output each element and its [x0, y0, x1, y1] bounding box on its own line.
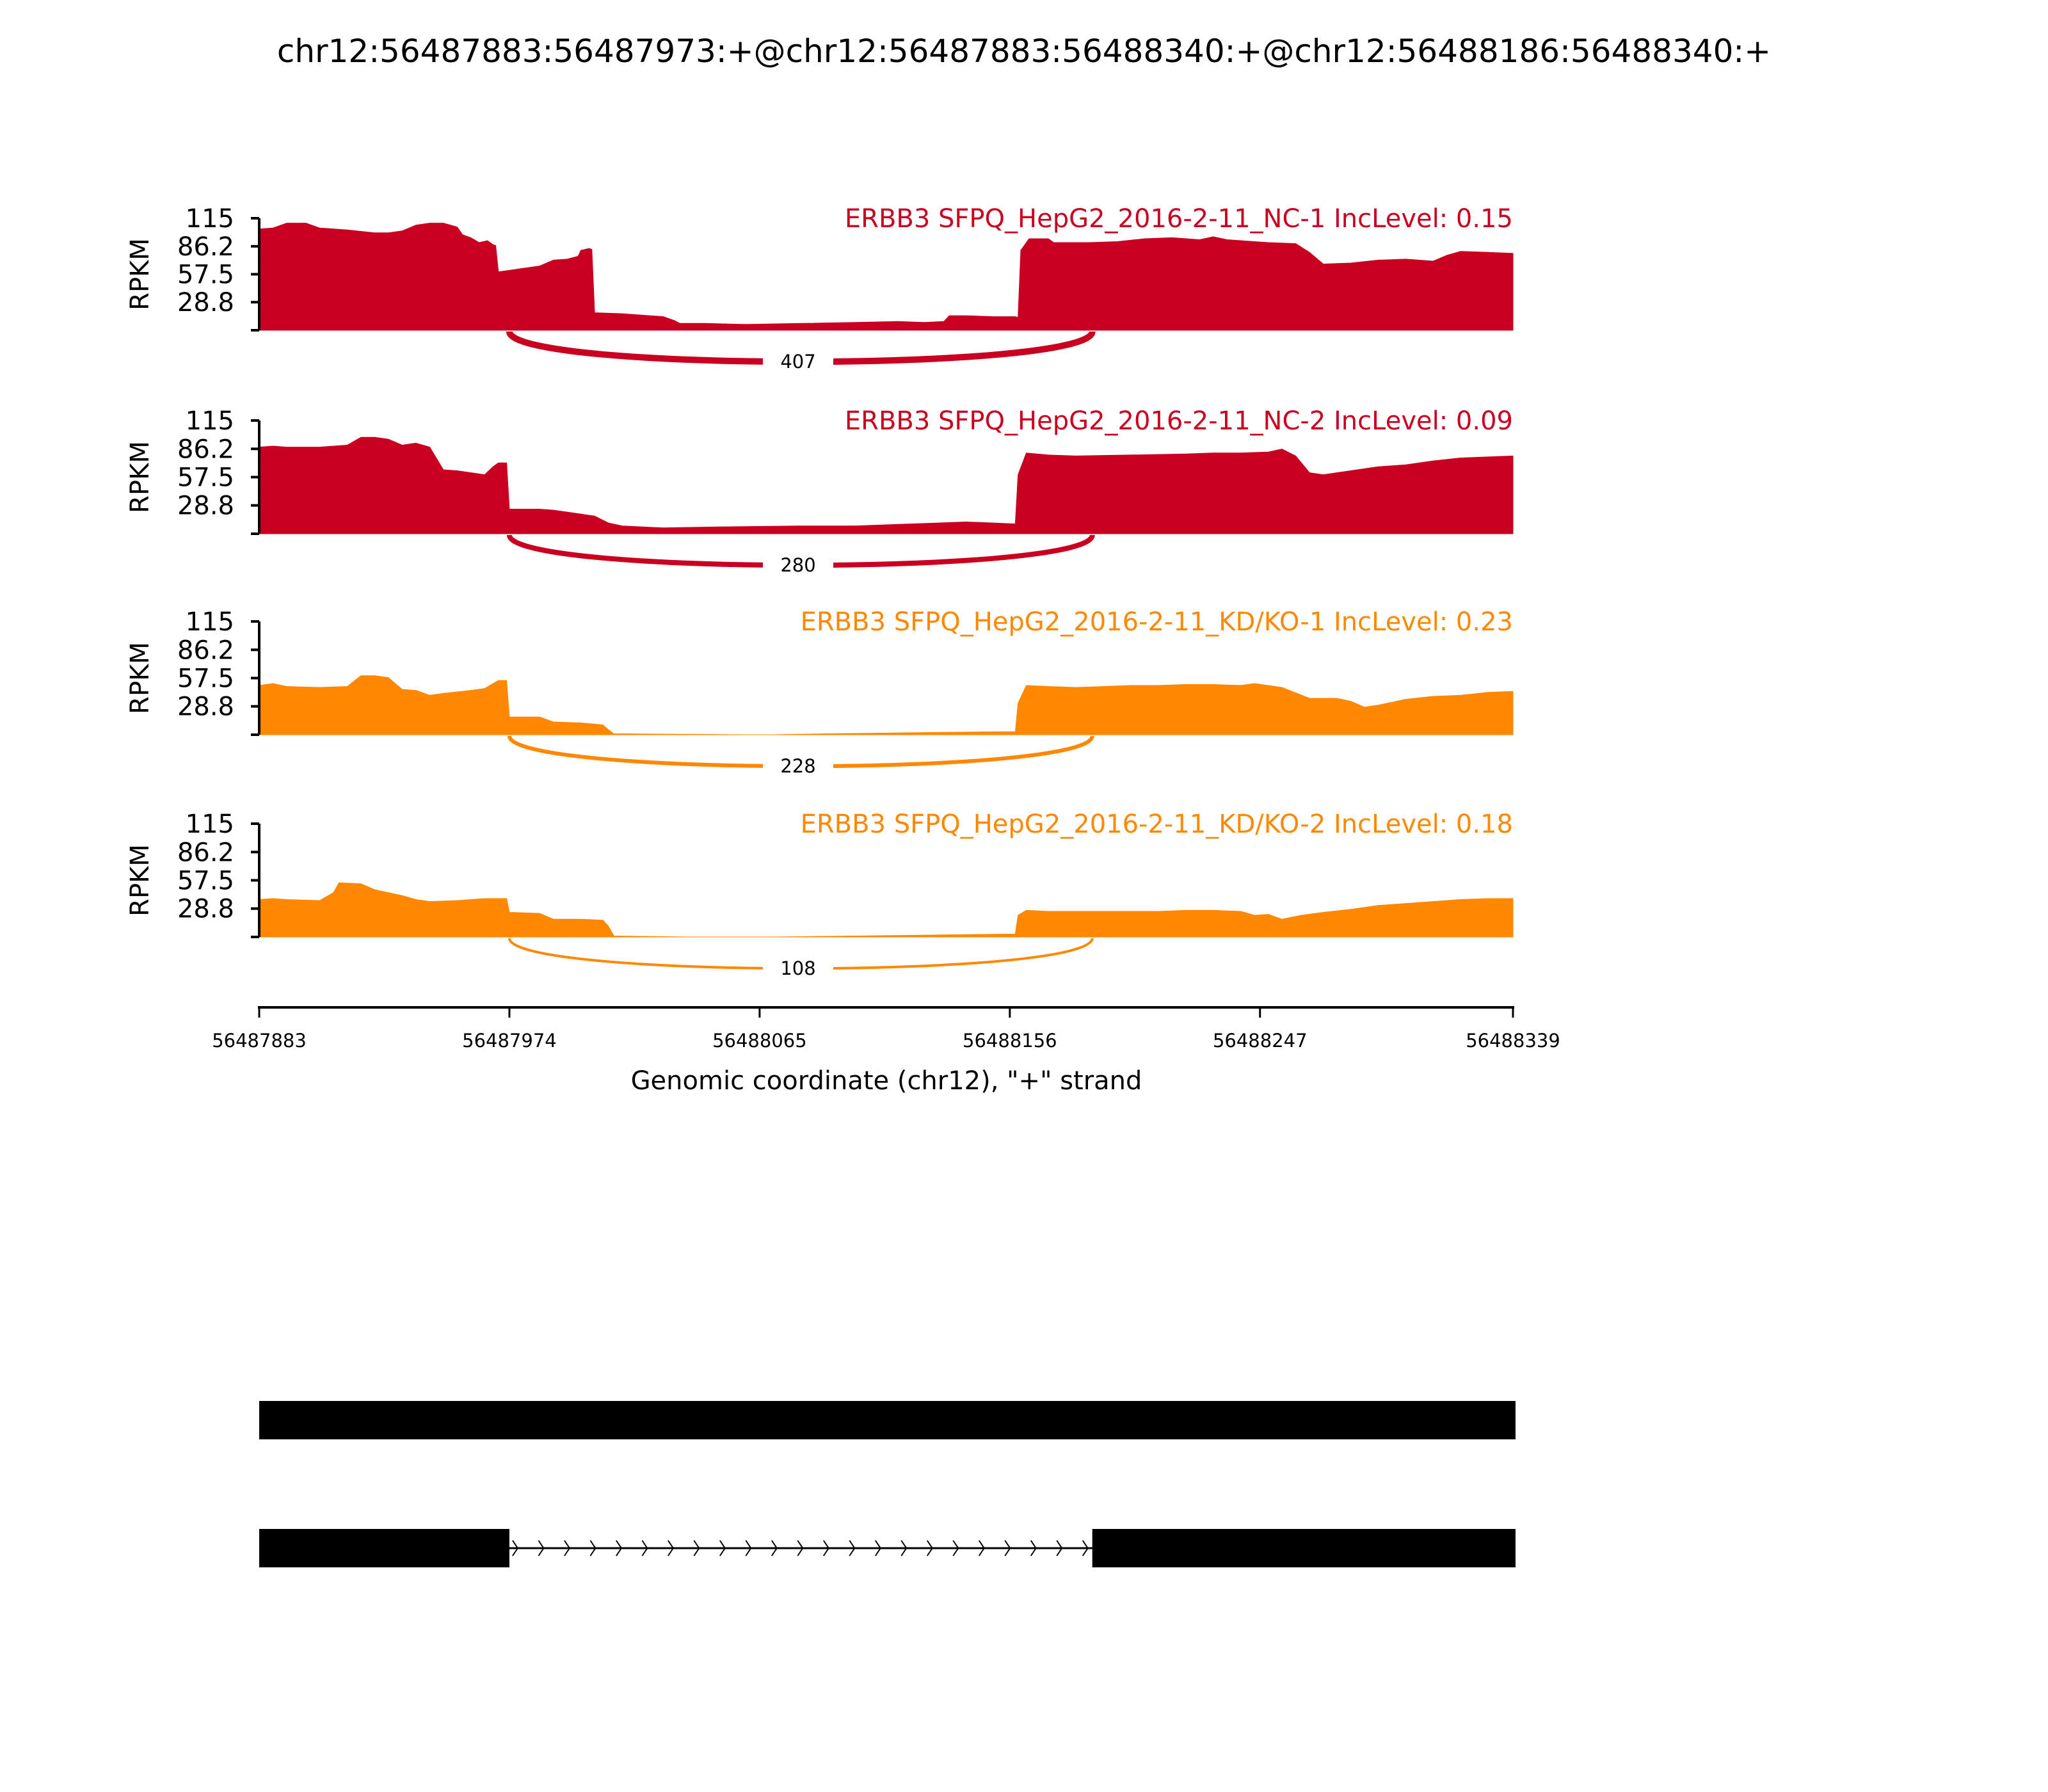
sample-label: ERBB3 SFPQ_HepG2_2016-2-11_NC-2 IncLevel…: [845, 406, 1513, 436]
y-tick-label: 86.2: [177, 636, 234, 665]
y-tick-label: 57.5: [177, 260, 234, 290]
coverage-area: [259, 223, 1514, 331]
strand-arrow-icon: [589, 1540, 596, 1556]
strand-arrow-icon: [512, 1540, 519, 1556]
y-tick-label: 115: [186, 607, 234, 637]
strand-arrow-icon: [1082, 1540, 1089, 1556]
junction-count: 228: [780, 755, 815, 777]
strand-arrow-icon: [952, 1540, 959, 1556]
strand-arrow-icon: [1030, 1540, 1037, 1556]
strand-arrow-icon: [641, 1540, 648, 1556]
y-tick-label: 28.8: [177, 692, 234, 722]
y-tick-label: 115: [186, 406, 234, 436]
x-tick-label: 56488339: [1466, 1030, 1560, 1052]
strand-arrow-icon: [771, 1540, 778, 1556]
junction-label-bg: [763, 347, 833, 376]
x-tick-label: 56487974: [462, 1030, 557, 1052]
y-axis-label: RPKM: [125, 441, 155, 513]
sample-label: ERBB3 SFPQ_HepG2_2016-2-11_KD/KO-1 IncLe…: [801, 607, 1513, 637]
strand-arrow-icon: [978, 1540, 985, 1556]
transcript-model: [259, 1529, 1516, 1567]
coverage-area: [259, 436, 1514, 534]
junction-count: 280: [780, 554, 815, 576]
transcript-model: [259, 1401, 1516, 1439]
y-tick-label: 115: [186, 810, 234, 839]
x-axis: 56487883 56487974 56488065 56488156 56488247…: [212, 1006, 1560, 1096]
y-tick-label: 28.8: [177, 288, 234, 317]
junction-count: 108: [780, 957, 815, 979]
exon: [1092, 1529, 1516, 1567]
strand-arrow-icon: [1056, 1540, 1063, 1556]
y-tick-label: 57.5: [177, 664, 234, 694]
strand-arrow-icon: [564, 1540, 571, 1556]
y-axis-label: RPKM: [125, 642, 155, 714]
strand-arrow-icon: [616, 1540, 623, 1556]
y-tick-label: 115: [186, 204, 234, 234]
strand-arrow-icon: [797, 1540, 804, 1556]
y-axis-label: RPKM: [125, 238, 155, 310]
strand-arrow-icon: [874, 1540, 881, 1556]
y-tick-label: 28.8: [177, 895, 234, 924]
strand-arrow-icon: [822, 1540, 830, 1556]
y-tick-label: 86.2: [177, 435, 234, 464]
junction-count: 407: [780, 351, 815, 372]
gene-models: [259, 1401, 1516, 1567]
x-tick-label: 56487883: [212, 1030, 307, 1052]
coverage-area: [259, 675, 1514, 735]
sample-label: ERBB3 SFPQ_HepG2_2016-2-11_KD/KO-2 IncLe…: [801, 810, 1513, 839]
coverage-area: [259, 882, 1514, 938]
y-tick-label: 86.2: [177, 838, 234, 867]
strand-arrow-icon: [719, 1540, 726, 1556]
strand-arrow-icon: [538, 1540, 545, 1556]
strand-arrow-icon: [693, 1540, 700, 1556]
exon: [259, 1529, 509, 1567]
strand-arrow-icon: [745, 1540, 752, 1556]
strand-arrow-icon: [1004, 1540, 1011, 1556]
strand-arrow-icon: [926, 1540, 933, 1556]
y-tick-label: 86.2: [177, 232, 234, 262]
x-tick-label: 56488156: [963, 1030, 1057, 1052]
x-axis-label: Genomic coordinate (chr12), "+" strand: [631, 1066, 1142, 1096]
junction-label-bg: [763, 954, 833, 982]
y-tick-label: 57.5: [177, 867, 234, 896]
strand-arrow-icon: [668, 1540, 675, 1556]
strand-arrow-icon: [900, 1540, 908, 1556]
y-tick-label: 28.8: [177, 492, 234, 521]
y-axis-label: RPKM: [125, 844, 155, 916]
chart-title: chr12:56487883:56487973:+@chr12:56487883…: [277, 33, 1771, 70]
sample-label: ERBB3 SFPQ_HepG2_2016-2-11_NC-1 IncLevel…: [845, 204, 1513, 234]
x-tick-label: 56488065: [712, 1030, 807, 1052]
x-tick-label: 56488247: [1213, 1030, 1308, 1052]
y-tick-label: 57.5: [177, 463, 234, 493]
junction-label-bg: [763, 550, 833, 579]
strand-arrow-icon: [849, 1540, 856, 1556]
junction-label-bg: [763, 751, 833, 780]
exon: [259, 1401, 1516, 1439]
